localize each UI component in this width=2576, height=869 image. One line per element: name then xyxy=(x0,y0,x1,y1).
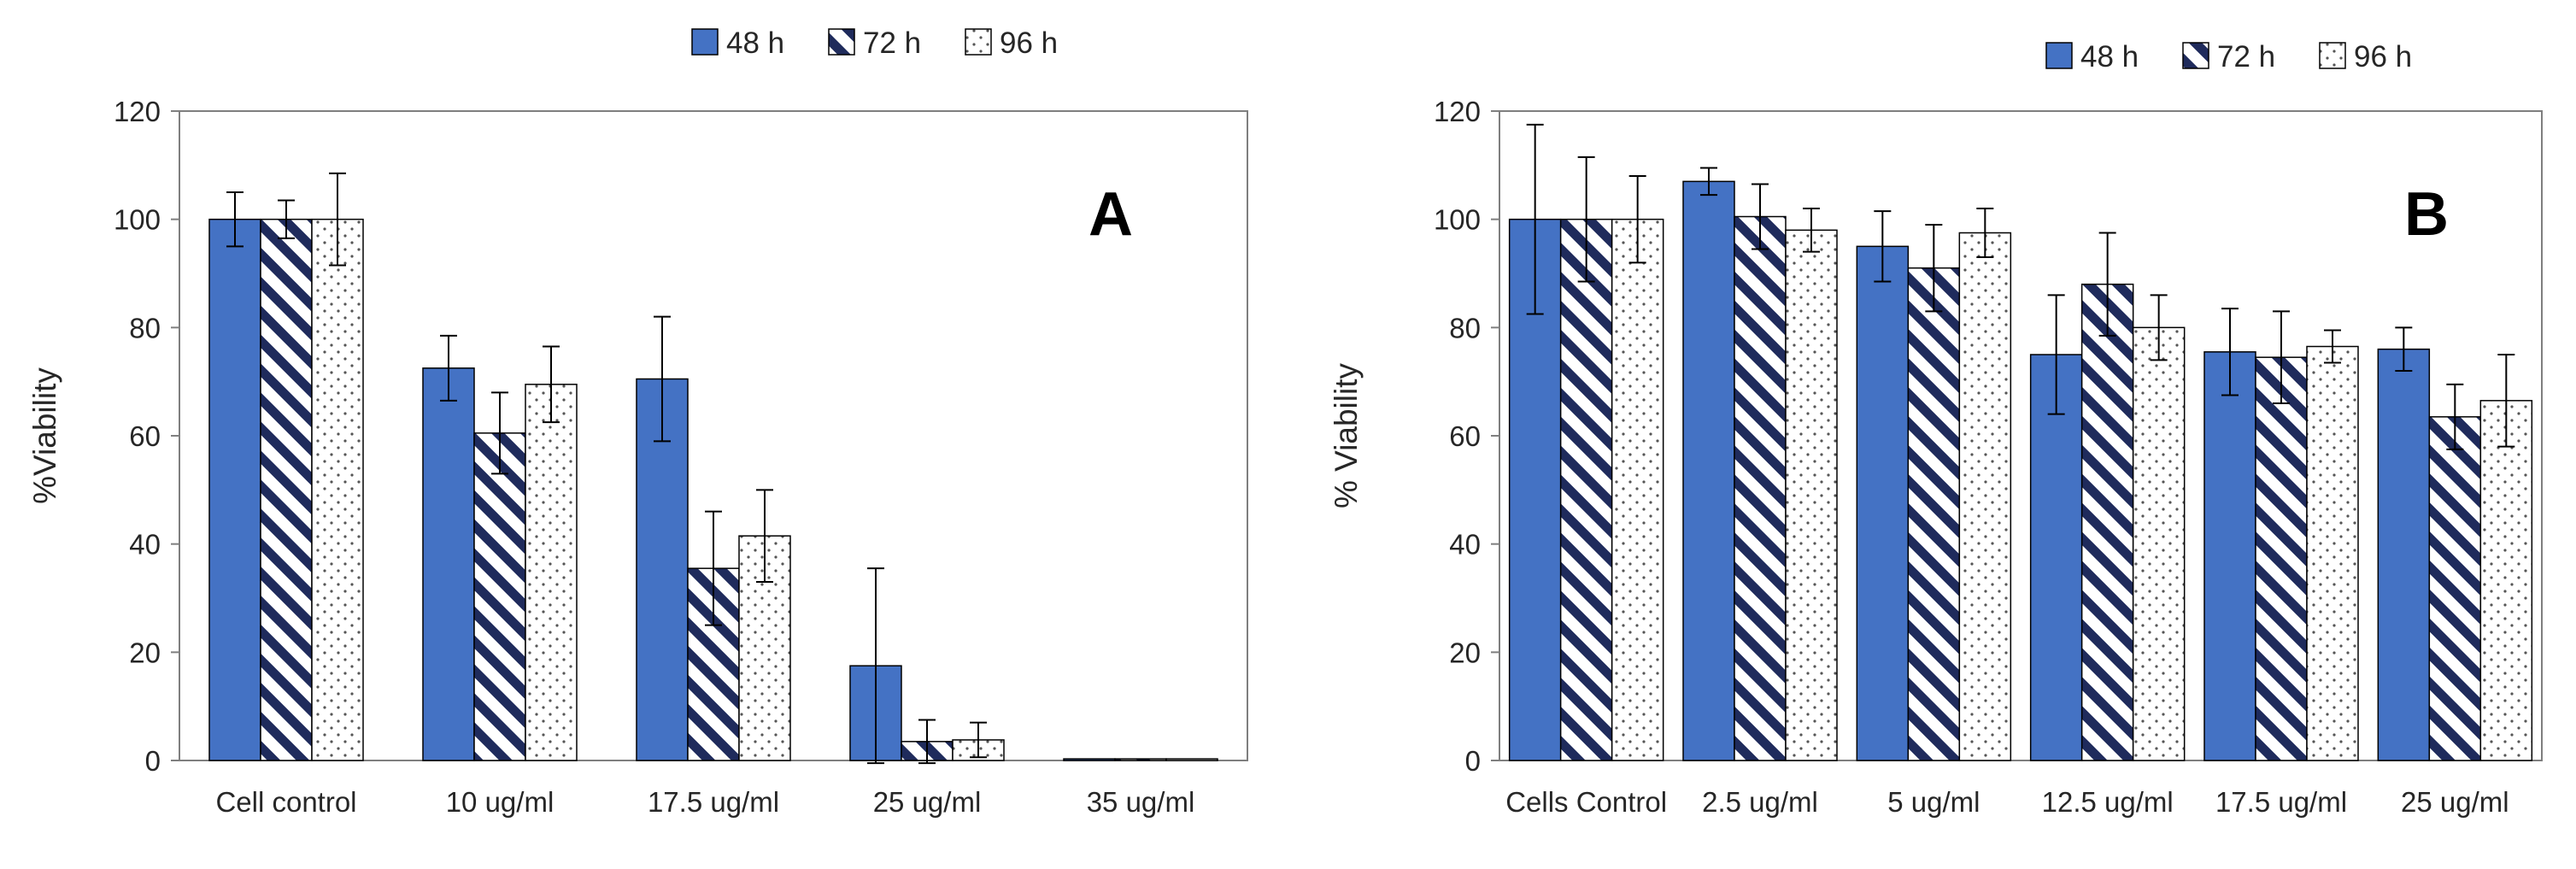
category-label: 5 ug/ml xyxy=(1887,786,1980,818)
bar-dots xyxy=(1165,758,1218,761)
legend-entry: 72 h xyxy=(2217,40,2275,73)
y-tick-label: 60 xyxy=(1449,420,1481,452)
category-label: 25 ug/ml xyxy=(2401,786,2509,818)
y-axis-label: %Viability xyxy=(27,367,62,504)
y-tick-label: 20 xyxy=(1449,637,1481,668)
bar-diagonal-stripes xyxy=(2428,416,2482,761)
legend-entry: 48 h xyxy=(2080,40,2139,73)
bar-solid xyxy=(208,218,261,761)
category-label: 10 ug/ml xyxy=(446,786,555,818)
category-label: Cells Control xyxy=(1505,786,1667,818)
y-tick-label: 40 xyxy=(1449,529,1481,561)
bar-diagonal-stripes xyxy=(1907,267,1961,761)
legend-entry: 48 h xyxy=(726,26,784,60)
bar-dots xyxy=(1958,232,2012,761)
bar-diagonal-stripes xyxy=(1114,758,1167,761)
y-tick-label: 60 xyxy=(129,420,161,452)
bar-diagonal-stripes xyxy=(260,218,313,761)
legend-swatch xyxy=(2319,42,2346,69)
legend-swatch xyxy=(2182,42,2209,69)
bar-solid xyxy=(2377,348,2431,761)
bar-diagonal-stripes xyxy=(473,432,526,761)
legend-swatch xyxy=(691,28,719,56)
legend-swatch xyxy=(2045,42,2073,69)
panel-b: 0 20 40 60 80 100 120 % Viability B Cells Control… xyxy=(1329,40,2543,818)
bar-dots xyxy=(311,218,364,761)
y-tick-label: 80 xyxy=(129,312,161,343)
category-label: 2.5 ug/ml xyxy=(1702,786,1818,818)
bar-dots xyxy=(525,384,578,761)
category-label: 17.5 ug/ml xyxy=(2215,786,2347,818)
bar-solid xyxy=(636,378,689,761)
y-tick-label: 100 xyxy=(1434,204,1481,236)
bar-dots xyxy=(2132,326,2186,761)
bar-solid xyxy=(2203,351,2256,761)
legend-entry: 96 h xyxy=(1000,26,1058,60)
bar-diagonal-stripes xyxy=(1734,215,1787,761)
legend-entry: 96 h xyxy=(2354,40,2412,73)
panel-a: 0 20 40 60 80 100 120 %Viability A Cell control 10… xyxy=(27,26,1248,818)
category-label: 35 ug/ml xyxy=(1087,786,1195,818)
legend-swatch xyxy=(828,28,855,56)
bar-solid xyxy=(2029,354,2083,761)
y-tick-label: 0 xyxy=(145,745,161,777)
legend-entry: 72 h xyxy=(863,26,921,60)
bar-solid xyxy=(422,367,475,761)
y-tick-label: 80 xyxy=(1449,312,1481,343)
y-axis-label: % Viability xyxy=(1329,363,1364,509)
bar-solid xyxy=(1682,180,1735,761)
bar-diagonal-stripes xyxy=(2080,283,2134,761)
legend-swatch xyxy=(965,28,992,56)
bar-solid xyxy=(1856,245,1910,761)
bar-dots xyxy=(2479,400,2533,761)
y-tick-label: 0 xyxy=(1465,745,1481,777)
category-label: 12.5 ug/ml xyxy=(2042,786,2174,818)
y-tick-label: 20 xyxy=(129,637,161,668)
y-tick-label: 120 xyxy=(114,96,161,127)
bar-diagonal-stripes xyxy=(1559,218,1613,761)
panel-letter: A xyxy=(1088,180,1133,249)
bar-diagonal-stripes xyxy=(2255,356,2308,761)
y-tick-label: 120 xyxy=(1434,96,1481,127)
y-tick-label: 100 xyxy=(114,204,161,236)
category-label: 25 ug/ml xyxy=(873,786,982,818)
category-label: 17.5 ug/ml xyxy=(648,786,779,818)
category-label: Cell control xyxy=(215,786,356,818)
bar-solid xyxy=(1063,758,1116,761)
panel-letter: B xyxy=(2404,180,2449,249)
bar-dots xyxy=(1785,229,1838,761)
bar-dots xyxy=(2306,345,2359,761)
bar-dots xyxy=(1611,218,1664,761)
y-tick-label: 40 xyxy=(129,529,161,561)
